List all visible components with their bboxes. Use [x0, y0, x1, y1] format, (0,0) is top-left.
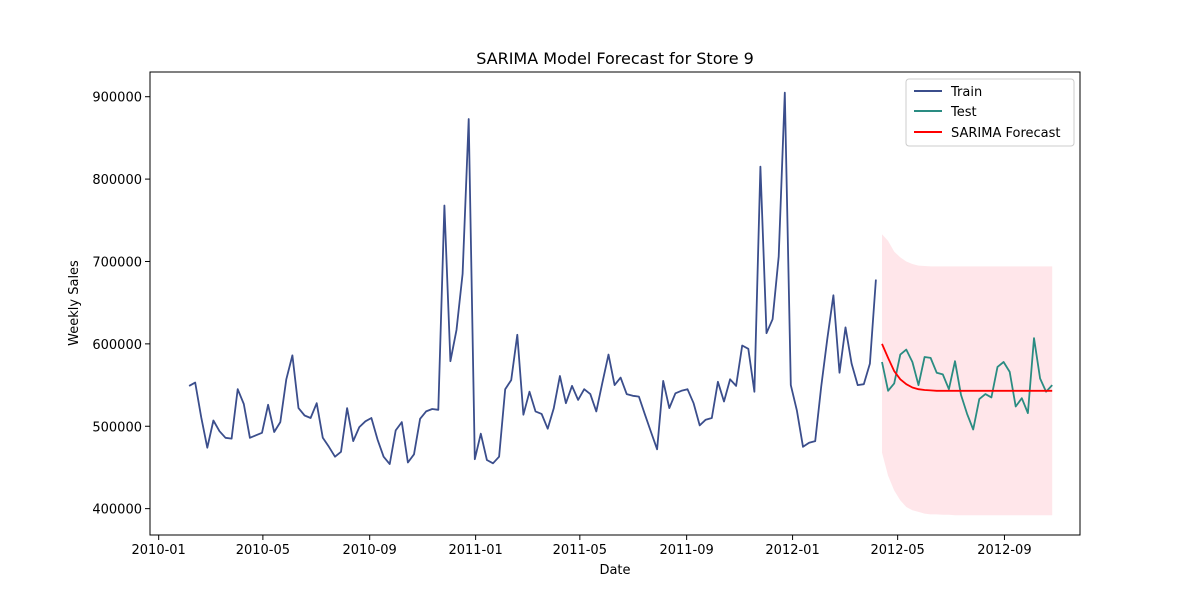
x-tick-label: 2011-09	[659, 543, 713, 558]
y-tick-label: 400000	[92, 503, 142, 518]
legend: Train Test SARIMA Forecast	[905, 78, 1075, 147]
x-tick-label: 2012-01	[765, 543, 819, 558]
x-axis-label: Date	[599, 563, 630, 578]
plot-frame	[149, 71, 1081, 536]
x-tick-label: 2010-01	[132, 543, 186, 558]
series-line-forecast	[881, 343, 1053, 392]
legend-label-forecast: SARIMA Forecast	[951, 126, 1061, 141]
y-tick-label: 600000	[92, 338, 142, 353]
x-tick-label: 2011-01	[448, 543, 502, 558]
plot-area	[149, 71, 1081, 536]
x-tick-label: 2012-09	[977, 543, 1031, 558]
y-tick-label: 900000	[92, 91, 142, 106]
series-line-test	[881, 337, 1053, 431]
chart-title: SARIMA Model Forecast for Store 9	[476, 49, 754, 68]
confidence-band	[882, 234, 1053, 516]
y-axis: 400000 500000 600000 700000 800000 900000	[92, 91, 150, 518]
x-tick-label: 2011-05	[553, 543, 607, 558]
legend-box	[905, 78, 1075, 147]
series-line-train	[188, 91, 877, 466]
y-tick-label: 800000	[92, 173, 142, 188]
legend-label-train: Train	[950, 85, 982, 100]
x-tick-label: 2012-05	[870, 543, 924, 558]
confidence-band-layer	[882, 234, 1053, 516]
x-axis: 2010-01 2010-05 2010-09 2011-01 2011-05 2011-…	[132, 535, 1032, 558]
y-tick-label: 700000	[92, 255, 142, 270]
x-tick-label: 2010-05	[236, 543, 290, 558]
series-layer	[188, 91, 1053, 466]
y-axis-label: Weekly Sales	[67, 260, 82, 346]
y-tick-label: 500000	[92, 420, 142, 435]
legend-label-test: Test	[950, 105, 977, 120]
x-tick-label: 2010-09	[343, 543, 397, 558]
